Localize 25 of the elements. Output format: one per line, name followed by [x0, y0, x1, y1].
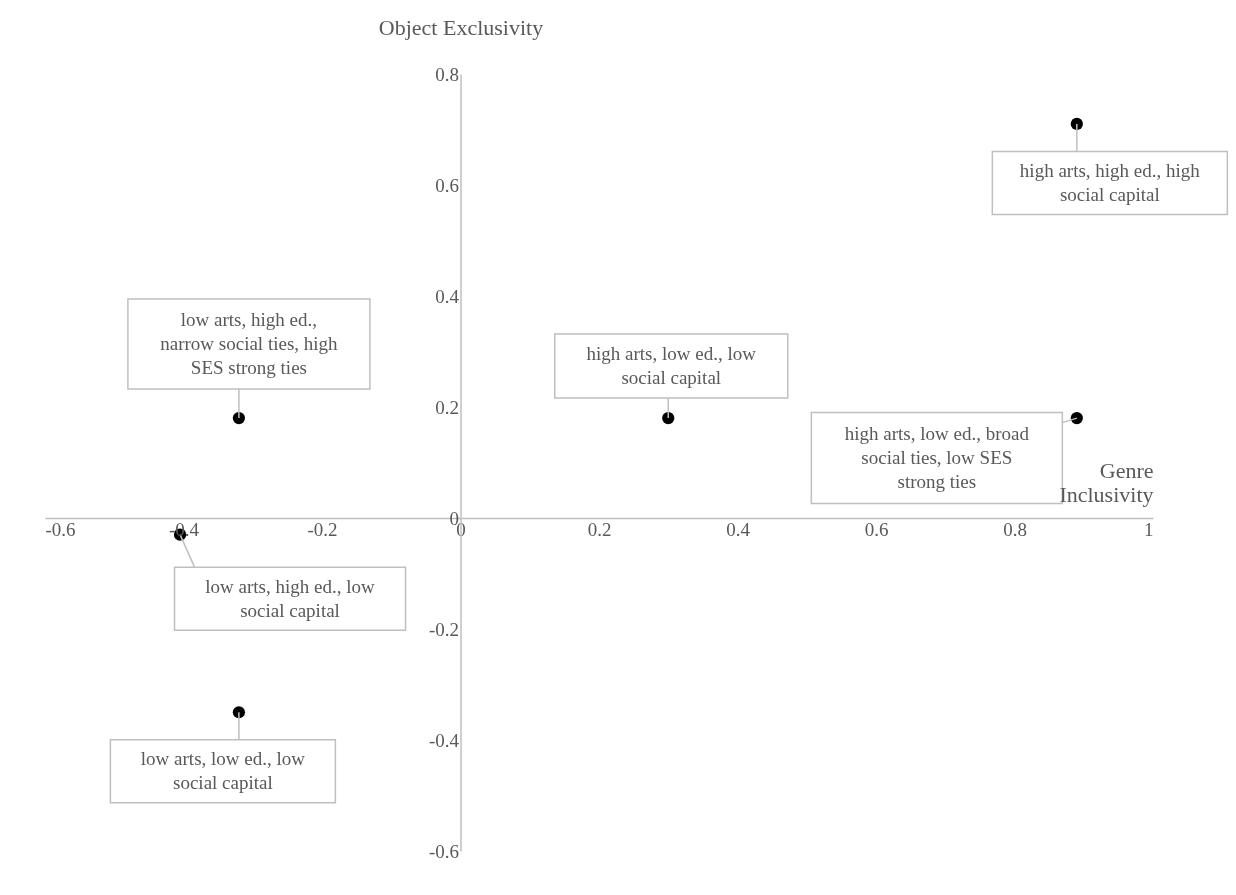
y-tick-label: -0.6: [428, 840, 459, 862]
annotation: low arts, high ed., narrow social ties, high SES strong ties: [160, 309, 339, 379]
x-tick-label: -0.4: [168, 518, 200, 540]
x-tick-label: 0.6: [864, 518, 889, 540]
y-tick-label: -0.4: [428, 729, 460, 751]
y-axis-title: Object Exclusivity: [378, 14, 544, 40]
x-tick-label: 0.4: [726, 518, 751, 540]
point: [662, 411, 675, 425]
x-tick-label: -0.6: [45, 518, 76, 540]
y-tick-label: 0.6: [435, 174, 459, 196]
annotation: high arts, low ed., low social capital: [586, 343, 757, 389]
y-tick-label: 0.2: [435, 396, 459, 418]
annotation: high arts, high ed., high social capital: [1019, 159, 1201, 205]
x-tick-label: 0.2: [587, 518, 612, 540]
x-tick-label: -0.2: [307, 518, 338, 540]
point: [232, 411, 246, 425]
x-axis-title: Genre Inclusivity: [1059, 457, 1154, 507]
x-tick-label: 0.8: [1003, 518, 1027, 540]
y-tick-label: -0.2: [428, 618, 459, 640]
y-tick-label: 0.8: [435, 63, 459, 85]
y-tick-label: 0.4: [435, 285, 460, 307]
annotation: low arts, low ed., low social capital: [140, 748, 306, 794]
x-tick-label: 1: [1144, 518, 1154, 540]
annotation: low arts, high ed., low social capital: [205, 575, 376, 621]
annotation: high arts, low ed., broad social ties, low SES strong ties: [844, 423, 1030, 493]
